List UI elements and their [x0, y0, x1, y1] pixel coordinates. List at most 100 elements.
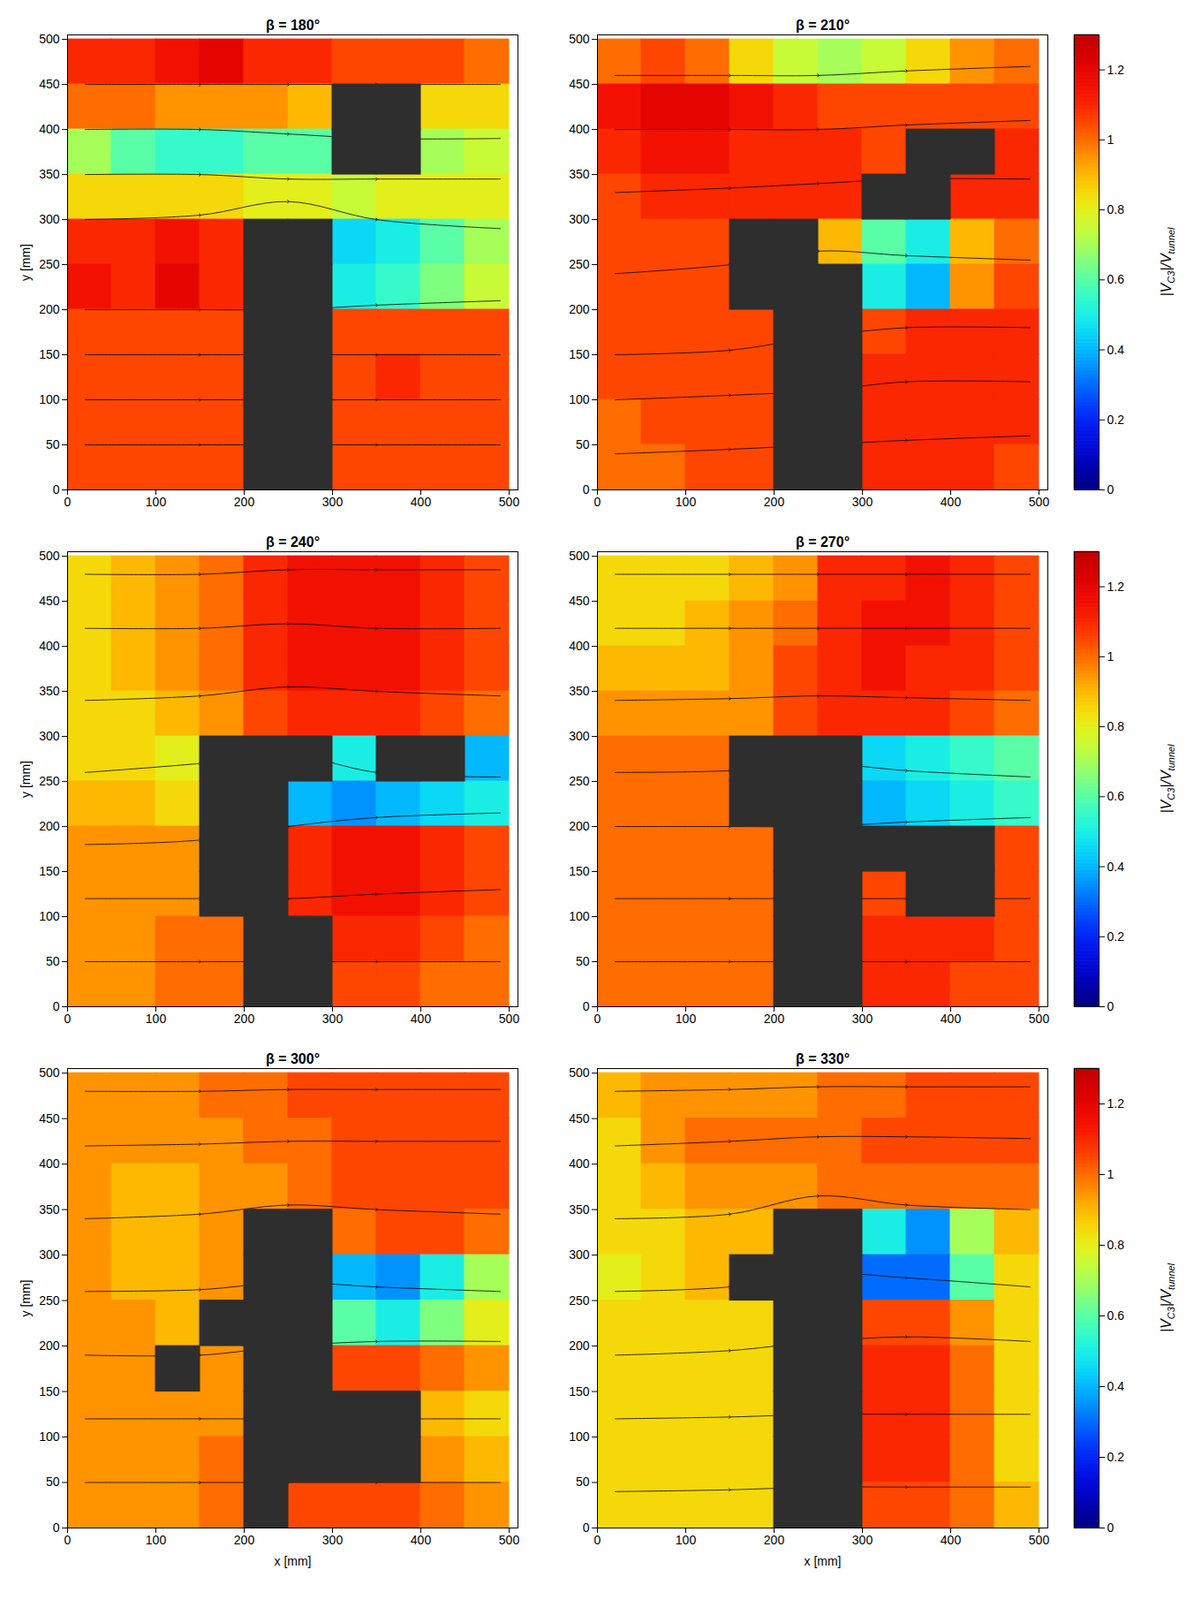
svg-text:0: 0 — [52, 482, 61, 497]
svg-text:400: 400 — [38, 638, 61, 653]
svg-text:0: 0 — [594, 1011, 602, 1026]
svg-text:200: 200 — [568, 302, 590, 317]
svg-text:350: 350 — [38, 683, 61, 698]
svg-text:400: 400 — [568, 638, 590, 653]
svg-text:450: 450 — [38, 76, 61, 91]
svg-text:500: 500 — [38, 31, 61, 46]
svg-text:150: 150 — [38, 1383, 61, 1399]
svg-text:|VC3|/Vtunnel: |VC3|/Vtunnel — [1158, 743, 1177, 814]
svg-text:|VC3|/Vtunnel: |VC3|/Vtunnel — [1158, 1262, 1177, 1332]
svg-text:50: 50 — [45, 437, 61, 452]
svg-text:400: 400 — [410, 1011, 432, 1026]
svg-text:150: 150 — [38, 863, 61, 878]
svg-text:50: 50 — [45, 953, 61, 968]
svg-text:400: 400 — [940, 494, 962, 509]
svg-text:500: 500 — [498, 494, 521, 509]
svg-text:1: 1 — [1107, 649, 1115, 664]
svg-text:0.8: 0.8 — [1107, 1237, 1126, 1252]
svg-text:400: 400 — [568, 1156, 590, 1171]
svg-text:150: 150 — [38, 347, 61, 362]
svg-text:|VC3|/Vtunnel: |VC3|/Vtunnel — [1158, 226, 1177, 297]
svg-text:β = 300°: β = 300° — [265, 1050, 320, 1066]
svg-text:300: 300 — [852, 494, 874, 509]
svg-text:y [mm]: y [mm] — [18, 760, 33, 798]
svg-text:100: 100 — [675, 1011, 697, 1026]
svg-text:0: 0 — [64, 1011, 72, 1026]
svg-text:200: 200 — [763, 1532, 786, 1547]
svg-text:350: 350 — [38, 1201, 61, 1217]
svg-text:500: 500 — [1028, 494, 1051, 509]
svg-text:150: 150 — [568, 347, 590, 362]
svg-text:100: 100 — [38, 392, 61, 407]
svg-text:450: 450 — [568, 76, 590, 91]
svg-text:200: 200 — [763, 494, 786, 509]
svg-text:50: 50 — [575, 953, 590, 968]
svg-text:400: 400 — [410, 494, 432, 509]
svg-text:350: 350 — [38, 166, 61, 182]
svg-text:0.8: 0.8 — [1107, 202, 1126, 217]
svg-text:0.6: 0.6 — [1107, 1307, 1126, 1323]
svg-text:50: 50 — [45, 1473, 61, 1489]
svg-text:100: 100 — [568, 1428, 590, 1444]
svg-text:250: 250 — [38, 1292, 61, 1308]
svg-text:200: 200 — [568, 818, 590, 833]
svg-text:100: 100 — [568, 908, 590, 923]
svg-text:0: 0 — [1107, 1519, 1115, 1535]
svg-text:1: 1 — [1107, 1166, 1115, 1181]
svg-text:500: 500 — [38, 1065, 61, 1080]
svg-text:y [mm]: y [mm] — [18, 1279, 33, 1317]
svg-text:1.2: 1.2 — [1107, 579, 1126, 594]
svg-text:0.8: 0.8 — [1107, 718, 1126, 734]
svg-text:100: 100 — [145, 1011, 167, 1026]
svg-text:0.2: 0.2 — [1107, 929, 1126, 944]
svg-text:450: 450 — [38, 1110, 61, 1126]
svg-text:100: 100 — [568, 392, 590, 407]
svg-text:0.6: 0.6 — [1107, 272, 1126, 287]
svg-text:400: 400 — [38, 121, 61, 137]
svg-text:200: 200 — [763, 1011, 786, 1026]
svg-text:200: 200 — [234, 1011, 256, 1026]
svg-text:300: 300 — [322, 1532, 344, 1547]
svg-text:150: 150 — [568, 1383, 590, 1399]
svg-text:450: 450 — [568, 593, 590, 608]
svg-text:0: 0 — [582, 998, 590, 1013]
svg-text:300: 300 — [568, 728, 590, 743]
svg-text:300: 300 — [38, 1246, 61, 1262]
svg-text:0: 0 — [52, 998, 61, 1013]
svg-text:100: 100 — [145, 1532, 167, 1547]
svg-text:0: 0 — [582, 482, 590, 497]
svg-text:200: 200 — [38, 818, 61, 833]
svg-text:x [mm]: x [mm] — [804, 1553, 842, 1568]
svg-text:200: 200 — [38, 302, 61, 317]
svg-text:100: 100 — [38, 1428, 61, 1444]
svg-text:500: 500 — [568, 1065, 590, 1080]
svg-text:y [mm]: y [mm] — [18, 243, 33, 281]
svg-text:300: 300 — [322, 494, 344, 509]
svg-text:200: 200 — [234, 494, 256, 509]
svg-text:1.2: 1.2 — [1107, 62, 1126, 77]
svg-text:100: 100 — [675, 494, 697, 509]
svg-text:250: 250 — [38, 256, 61, 272]
svg-text:0: 0 — [1107, 482, 1115, 497]
svg-text:350: 350 — [568, 1201, 590, 1217]
svg-text:350: 350 — [568, 166, 590, 182]
svg-text:1.2: 1.2 — [1107, 1095, 1126, 1111]
svg-text:0: 0 — [594, 1532, 602, 1547]
svg-text:200: 200 — [38, 1337, 61, 1353]
svg-text:x [mm]: x [mm] — [274, 1553, 312, 1568]
svg-text:50: 50 — [575, 437, 590, 452]
svg-text:100: 100 — [145, 494, 167, 509]
svg-text:β = 270°: β = 270° — [795, 534, 850, 550]
svg-text:0: 0 — [582, 1519, 590, 1535]
svg-text:500: 500 — [498, 1011, 521, 1026]
svg-text:300: 300 — [322, 1011, 344, 1026]
svg-text:300: 300 — [38, 211, 61, 227]
svg-text:150: 150 — [568, 863, 590, 878]
svg-text:500: 500 — [38, 548, 61, 563]
svg-text:400: 400 — [410, 1532, 432, 1547]
svg-text:0: 0 — [594, 494, 602, 509]
svg-text:0.2: 0.2 — [1107, 1449, 1126, 1464]
svg-text:100: 100 — [675, 1532, 697, 1547]
svg-text:1: 1 — [1107, 132, 1115, 147]
svg-text:400: 400 — [38, 1156, 61, 1171]
